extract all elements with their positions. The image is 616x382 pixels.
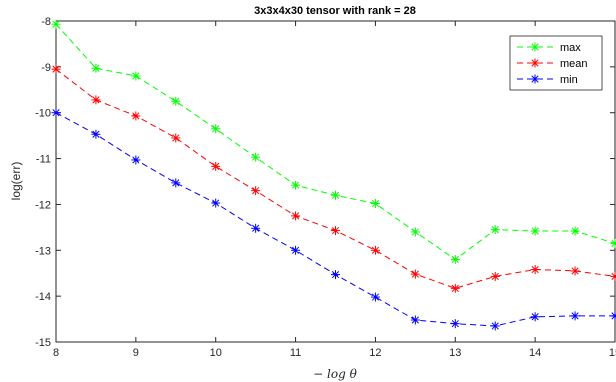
data-point-max [171, 96, 181, 106]
x-tick-label: 15 [609, 347, 616, 359]
data-point-min [251, 223, 261, 233]
data-point-min [450, 319, 460, 329]
x-tick-label: 8 [53, 347, 59, 359]
data-point-min [570, 311, 580, 321]
data-point-max [450, 254, 460, 264]
x-axis: 8 9 10 11 12 13 14 15 [53, 21, 616, 359]
y-tick-label: -8 [41, 16, 51, 28]
chart-title: 3x3x4x30 tensor with rank = 28 [254, 5, 416, 17]
data-point-min [410, 315, 420, 325]
data-point-min [211, 198, 221, 208]
data-point-min [331, 270, 340, 280]
data-point-max [51, 19, 61, 29]
data-point-mean [450, 283, 460, 293]
y-axis-label: log(err) [9, 162, 23, 201]
data-point-max [490, 225, 500, 235]
y-tick-label: -10 [35, 108, 51, 120]
data-point-min [91, 129, 101, 139]
legend: max mean min [509, 35, 603, 91]
legend-box [509, 35, 603, 91]
data-point-mean [211, 161, 221, 171]
data-point-max [331, 190, 340, 200]
data-point-mean [171, 133, 181, 143]
y-tick-label: -15 [35, 337, 51, 349]
data-point-min [370, 292, 380, 302]
data-point-max [610, 238, 616, 248]
data-point-mean [331, 226, 340, 236]
data-point-min [610, 311, 616, 321]
data-point-max [570, 226, 580, 236]
data-point-max [291, 180, 301, 190]
legend-marker-max [530, 42, 540, 52]
data-point-mean [251, 186, 261, 196]
x-tick-label: 9 [133, 347, 139, 359]
data-point-mean [530, 265, 540, 275]
data-point-mean [91, 95, 101, 105]
legend-marker-min [530, 74, 540, 84]
legend-marker-mean [530, 58, 540, 68]
y-tick-label: -14 [35, 291, 51, 303]
x-tick-label: 11 [290, 347, 301, 359]
y-tick-label: -9 [41, 62, 51, 74]
y-tick-label: -12 [35, 199, 51, 211]
series-layer [51, 19, 616, 331]
data-point-min [530, 312, 540, 322]
data-point-mean [410, 269, 420, 279]
legend-label-mean: mean [560, 58, 588, 70]
data-point-max [211, 124, 221, 134]
data-point-mean [51, 64, 61, 74]
data-point-mean [291, 211, 301, 221]
legend-label-min: min [560, 74, 578, 86]
data-point-mean [570, 266, 580, 276]
legend-label-max: max [560, 42, 581, 54]
data-point-mean [610, 271, 616, 281]
data-point-max [370, 199, 380, 209]
data-point-max [410, 227, 420, 237]
y-tick-label: -13 [35, 245, 51, 257]
data-point-max [131, 71, 141, 81]
x-tick-label: 13 [449, 347, 461, 359]
data-point-min [131, 155, 141, 165]
data-point-min [171, 178, 181, 188]
data-point-max [251, 152, 261, 162]
data-point-mean [490, 271, 500, 281]
data-point-mean [370, 245, 380, 255]
y-tick-label: -11 [36, 154, 51, 166]
data-point-min [51, 108, 61, 118]
data-point-max [530, 226, 540, 236]
y-axis: -8 -9 -10 -11 -12 -13 -14 -15 [35, 16, 615, 349]
x-tick-label: 10 [210, 347, 222, 359]
data-point-min [490, 321, 500, 331]
data-point-mean [131, 111, 141, 121]
x-tick-label: 14 [529, 347, 541, 359]
x-tick-label: 12 [369, 347, 381, 359]
data-point-min [291, 245, 301, 255]
x-axis-label: − log θ [313, 367, 357, 381]
data-point-max [91, 63, 101, 73]
